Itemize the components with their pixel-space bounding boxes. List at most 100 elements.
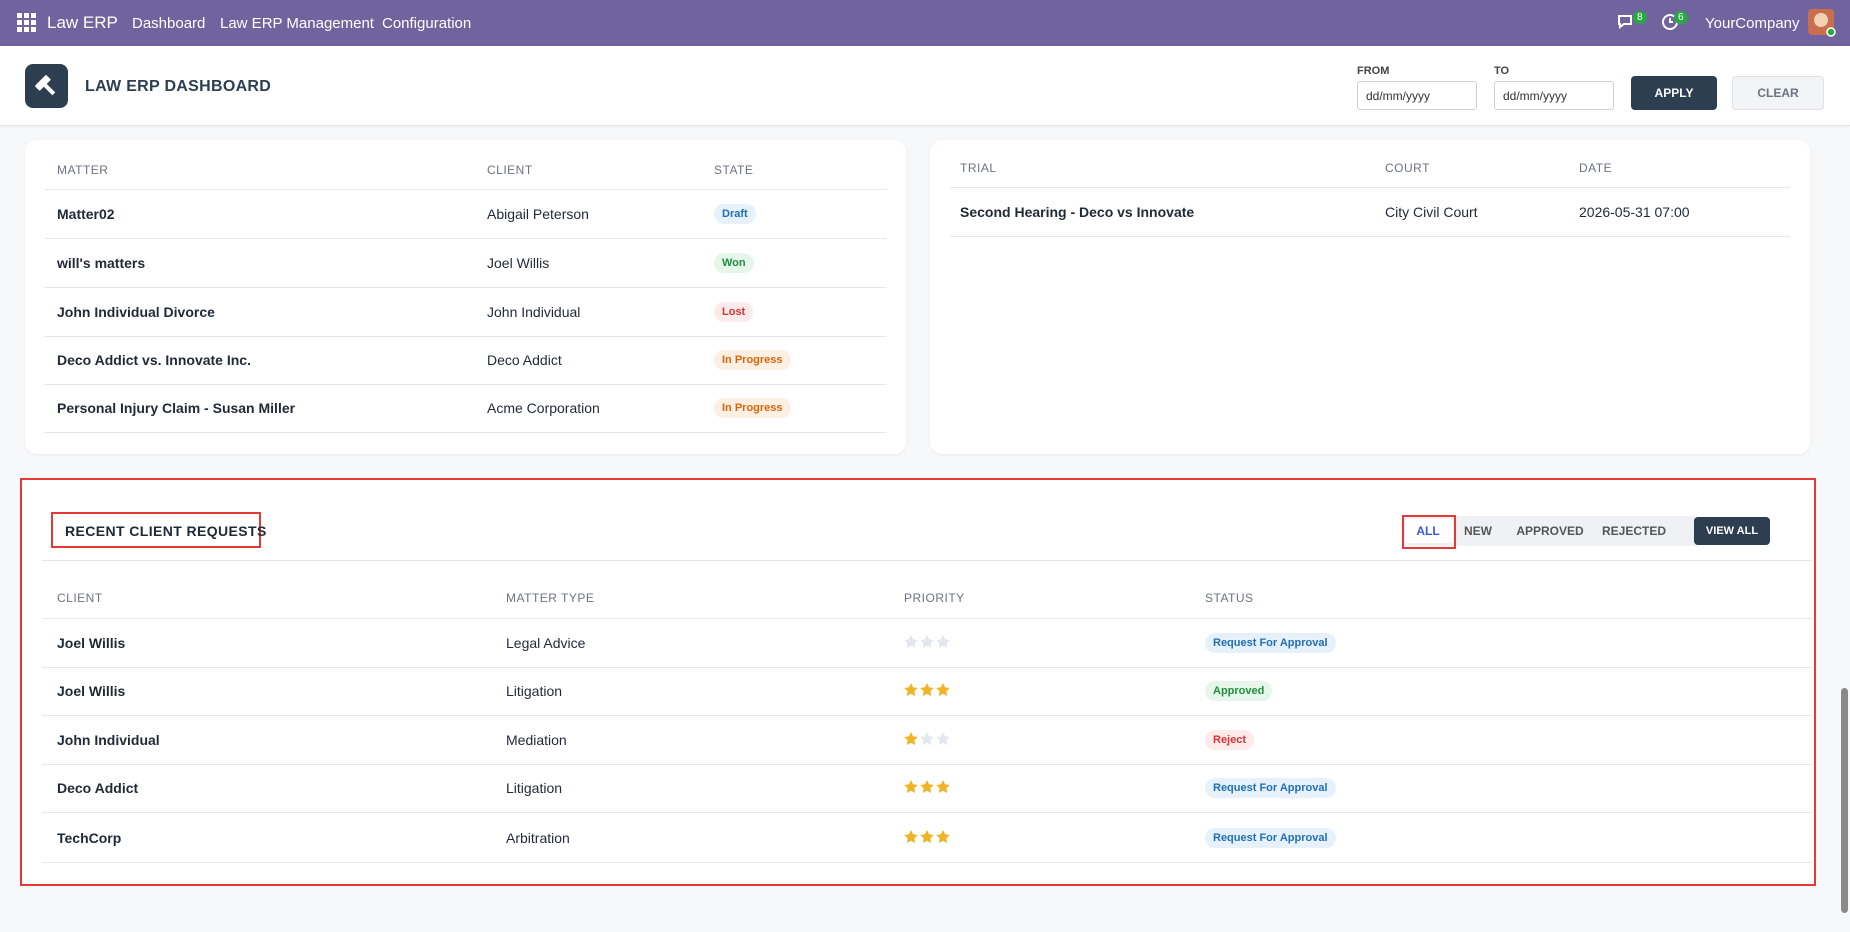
matters-card: MATTER CLIENT STATE Matter02 Abigail Peterso… — [25, 140, 906, 454]
row-line — [45, 287, 887, 288]
star — [904, 683, 918, 696]
view-all-button[interactable]: VIEW ALL — [1694, 517, 1770, 545]
filter-tab[interactable]: NEW — [1464, 524, 1492, 538]
matter-type: Legal Advice — [506, 635, 586, 651]
app-name[interactable]: Law ERP — [47, 13, 118, 32]
star — [904, 635, 918, 648]
column-header: MATTER TYPE — [506, 591, 595, 605]
divider — [42, 560, 1812, 561]
avatar[interactable] — [1808, 9, 1836, 37]
matter-name: John Individual Divorce — [57, 304, 215, 320]
filter-tab[interactable]: ALL — [1416, 524, 1440, 538]
column-header: STATE — [714, 163, 754, 177]
requests-title: RECENT CLIENT REQUESTS — [65, 523, 267, 539]
apply-button[interactable]: APPLY — [1631, 76, 1717, 110]
scrollbar[interactable] — [1839, 148, 1850, 932]
matter-type: Litigation — [506, 683, 563, 699]
status-badge: Request For Approval — [1205, 828, 1336, 848]
row-line — [42, 667, 1812, 668]
highlight-box — [51, 512, 261, 548]
highlight-box — [20, 478, 1816, 886]
row-line — [42, 764, 1812, 765]
column-header: CLIENT — [57, 591, 103, 605]
filter-tab[interactable]: REJECTED — [1601, 524, 1667, 538]
clear-button[interactable]: CLEAR — [1732, 76, 1824, 110]
star — [920, 732, 934, 745]
header-line — [950, 187, 1790, 188]
star — [936, 683, 950, 696]
client-name: Joel Willis — [57, 635, 126, 651]
scroll-thumb[interactable] — [1841, 688, 1848, 913]
highlight-box — [1402, 515, 1456, 549]
column-header: DATE — [1579, 161, 1613, 175]
row-line — [42, 812, 1812, 813]
dashboard-header: LAW ERP DASHBOARD FROM dd/mm/yyyy TO dd/… — [0, 46, 1850, 126]
star — [936, 635, 950, 648]
trials-card: TRIAL COURT DATE Second Hearing - Deco vs I… — [930, 140, 1810, 454]
matter-type: Litigation — [506, 780, 563, 796]
column-header: COURT — [1385, 161, 1430, 175]
star — [936, 830, 950, 843]
client-name: Abigail Peterson — [487, 206, 589, 222]
filter-tab[interactable]: APPROVED — [1516, 524, 1584, 538]
status-badge: Draft — [714, 204, 756, 224]
client-name: Deco Addict — [487, 352, 562, 368]
status-badge: Reject — [1205, 730, 1255, 750]
client-name: Deco Addict — [57, 780, 139, 796]
status-badge: Request For Approval — [1205, 633, 1336, 653]
column-header: TRIAL — [960, 161, 997, 175]
to-date[interactable]: dd/mm/yyyy — [1494, 81, 1614, 110]
matter-type: Mediation — [506, 732, 567, 748]
activities-badge: 6 — [1674, 11, 1688, 24]
header-line — [45, 189, 887, 190]
from-label: FROM — [1357, 65, 1390, 77]
star — [920, 830, 934, 843]
row-line — [42, 715, 1812, 716]
star — [904, 732, 918, 745]
navbar: Law ERP Dashboard Law ERP Management Con… — [0, 0, 1850, 46]
trial-name: Second Hearing - Deco vs Innovate — [960, 204, 1195, 220]
court-name: City Civil Court — [1385, 204, 1478, 220]
column-header: MATTER — [57, 163, 109, 177]
client-name: Joel Willis — [487, 255, 550, 271]
status-badge: In Progress — [714, 398, 791, 418]
company[interactable]: YourCompany — [1705, 15, 1800, 32]
column-header: PRIORITY — [904, 591, 965, 605]
menu-item[interactable]: Configuration — [382, 15, 472, 32]
matter-name: Matter02 — [57, 206, 115, 222]
star — [920, 780, 934, 793]
client-name: John Individual — [57, 732, 160, 748]
matter-name: Personal Injury Claim - Susan Miller — [57, 400, 296, 416]
header-line — [42, 618, 1812, 619]
row-line — [950, 236, 1790, 237]
messages-badge: 8 — [1633, 11, 1647, 24]
priority-stars — [904, 635, 950, 648]
priority-stars — [904, 683, 950, 696]
row-line — [45, 384, 887, 385]
star — [904, 780, 918, 793]
client-name: John Individual — [487, 304, 581, 320]
priority-stars — [904, 780, 950, 793]
requests-card: RECENT CLIENT REQUESTS VIEW ALL ALL NEW AP… — [20, 478, 1816, 886]
menu-item[interactable]: Dashboard — [132, 15, 206, 32]
column-header: CLIENT — [487, 163, 533, 177]
apps-icon[interactable] — [17, 13, 37, 33]
to-label: TO — [1494, 65, 1510, 77]
client-name: TechCorp — [57, 830, 122, 846]
priority-stars — [904, 830, 950, 843]
header-title: LAW ERP DASHBOARD — [85, 78, 272, 95]
header-icon — [25, 64, 68, 108]
priority-stars — [904, 732, 950, 745]
client-name: Acme Corporation — [487, 400, 600, 416]
menu-item[interactable]: Law ERP Management — [220, 15, 374, 32]
row-line — [45, 336, 887, 337]
messages-icon[interactable] — [1617, 13, 1637, 31]
star — [936, 732, 950, 745]
from-date[interactable]: dd/mm/yyyy — [1357, 81, 1477, 110]
status-badge: In Progress — [714, 350, 791, 370]
row-line — [45, 238, 887, 239]
client-name: Joel Willis — [57, 683, 126, 699]
status-badge: Lost — [714, 302, 754, 322]
